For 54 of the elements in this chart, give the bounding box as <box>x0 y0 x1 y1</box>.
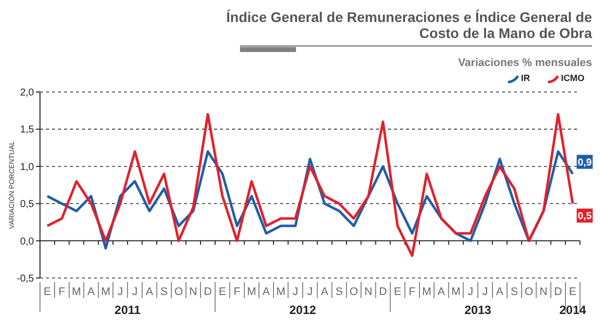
x-tick-label: A <box>262 286 271 298</box>
x-tick-label: M <box>101 286 110 298</box>
x-tick-label: S <box>510 286 518 298</box>
x-tick-label: O <box>350 286 359 298</box>
x-tick-label: A <box>496 286 504 298</box>
y-tick-label: 0,5 <box>20 199 34 210</box>
x-tick-label: E <box>394 286 402 298</box>
legend-label: IR <box>521 73 530 83</box>
x-tick-label: D <box>554 286 562 298</box>
x-tick-label: M <box>72 286 82 298</box>
x-tick-label: A <box>146 286 154 298</box>
x-tick-label: D <box>378 286 387 298</box>
x-tick-label: J <box>468 286 474 298</box>
x-tick-label: E <box>44 286 51 298</box>
x-tick-label: J <box>118 286 124 298</box>
x-tick-label: A <box>87 286 96 298</box>
x-tick-label: M <box>247 286 256 298</box>
x-tick-label: O <box>524 286 534 298</box>
y-tick-label: 2,0 <box>20 88 34 98</box>
text: 2014 <box>559 303 586 317</box>
x-tick-label: S <box>336 286 343 298</box>
x-tick-label: E <box>218 286 226 298</box>
x-tick-label: M <box>276 286 286 298</box>
x-tick-label: J <box>132 286 138 298</box>
text: 2012 <box>289 303 316 317</box>
text: 2013 <box>464 303 492 317</box>
x-tick-label: M <box>422 286 432 298</box>
line-series <box>46 113 574 257</box>
x-tick-label: D <box>204 286 212 298</box>
data-label: 0,9 <box>578 157 592 168</box>
x-tick-label: O <box>174 286 184 298</box>
x-tick-label: E <box>569 286 576 298</box>
x-tick-label: F <box>58 286 66 298</box>
text: 2011 <box>114 303 141 317</box>
y-tick-label: 0,0 <box>20 236 34 248</box>
x-tick-label: J <box>307 286 313 298</box>
x-tick-label: S <box>160 286 168 298</box>
x-tick-label: N <box>540 286 548 298</box>
x-tick-label: N <box>364 286 372 298</box>
x-tick-label: F <box>408 286 416 298</box>
y-tick-label: 1,5 <box>20 124 34 136</box>
legend-label: ICMO <box>561 73 584 83</box>
x-tick-label: A <box>438 286 446 298</box>
y-tick-label: 1,0 <box>20 162 34 173</box>
x-tick-label: N <box>189 286 198 298</box>
x-tick-label: J <box>292 286 298 298</box>
chart-title: Índice General de Remuneraciones e Índice General de Costo de la Mano de Obra <box>226 9 592 41</box>
x-tick-label: M <box>451 286 461 298</box>
x-tick-label: J <box>482 286 488 298</box>
chart-subtitle: Variaciones % mensuales <box>458 57 592 69</box>
x-tick-label: F <box>234 286 241 298</box>
data-label: 0,5 <box>578 211 592 222</box>
y-tick-label: -0,5 <box>16 274 34 284</box>
x-tick-label: A <box>320 286 329 298</box>
